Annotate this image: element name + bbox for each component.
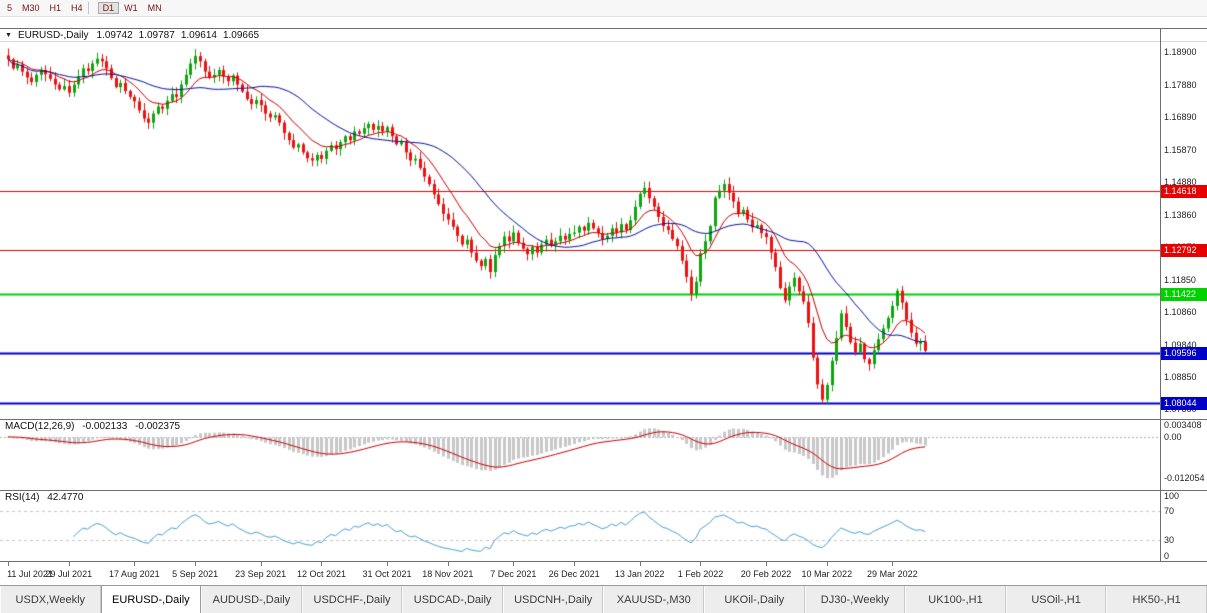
- date-label: 29 Mar 2022: [867, 569, 918, 579]
- timeframe-button-w1[interactable]: W1: [124, 3, 138, 13]
- price-axis-label: 1.10860: [1164, 307, 1197, 318]
- price-axis-label: 1.14880: [1164, 177, 1197, 188]
- price-axis-label: 1.09840: [1164, 340, 1197, 350]
- chart-tab-dj30-weekly[interactable]: DJ30-,Weekly: [804, 586, 906, 613]
- date-label: 1 Feb 2022: [677, 569, 724, 579]
- date-label: 17 Aug 2021: [109, 569, 160, 579]
- date-label: 12 Oct 2021: [296, 569, 347, 579]
- date-label: 18 Nov 2021: [422, 569, 474, 579]
- rsi-axis-label: 30: [1164, 534, 1175, 545]
- price-chart-canvas[interactable]: [0, 28, 1160, 561]
- price-level-badge: 1.14618: [1161, 184, 1207, 198]
- chart-tab-xauusd-m30[interactable]: XAUUSD-,M30: [603, 586, 705, 613]
- chart-top-border: [0, 28, 1207, 29]
- price-axis-label: 1.08850: [1164, 371, 1197, 382]
- macd-axis-label: 0.003408: [1164, 420, 1202, 431]
- date-label: 26 Dec 2021: [548, 569, 600, 579]
- date-tick: [766, 562, 767, 566]
- chart-tab-hk50-h1[interactable]: HK50-,H1: [1106, 586, 1207, 613]
- date-label: 23 Sep 2021: [235, 569, 287, 579]
- timeframe-button-d1[interactable]: D1: [97, 2, 120, 14]
- date-label: 11 Jul 2021: [7, 569, 53, 579]
- chart-tabs: USDX,Weekly EURUSD-,Daily AUDUSD-,Daily USD…: [0, 585, 1207, 613]
- macd-value-main: -0.002133: [82, 421, 128, 432]
- date-label: 29 Jul 2021: [45, 569, 93, 579]
- chart-tab-usdchf-daily[interactable]: USDCHF-,Daily: [301, 586, 403, 613]
- chart-tab-usdx-weekly[interactable]: USDX,Weekly: [0, 586, 101, 613]
- date-label: 10 Mar 2022: [801, 569, 853, 579]
- date-tick: [700, 562, 701, 566]
- rsi-value: 42.4770: [47, 492, 84, 503]
- date-label: 20 Feb 2022: [740, 569, 792, 579]
- timeframe-button-mn[interactable]: MN: [147, 3, 162, 13]
- price-level-badge: 1.12792: [1161, 243, 1207, 257]
- rsi-name: RSI(14): [5, 492, 40, 503]
- date-tick: [892, 562, 893, 566]
- price-level-badge: 1.11422: [1161, 287, 1207, 301]
- price-axis-label: 1.13860: [1164, 210, 1197, 221]
- axis-separator: [1160, 28, 1161, 561]
- date-tick: [448, 562, 449, 566]
- price-axis-label: 1.17880: [1164, 80, 1197, 91]
- chart-tab-usdcad-daily[interactable]: USDCAD-,Daily: [402, 586, 503, 613]
- macd-label: MACD(12,26,9) -0.002133 -0.002375: [5, 421, 185, 432]
- rsi-label: RSI(14) 42.4770: [5, 492, 88, 503]
- macd-panel-separator: [0, 419, 1207, 420]
- date-tick: [513, 562, 514, 566]
- chart-tab-audusd-daily[interactable]: AUDUSD-,Daily: [201, 586, 302, 613]
- price-axis[interactable]: 1.18900 1.17880 1.16890 1.15870 1.14880 1.138…: [1161, 28, 1207, 561]
- macd-axis-label: 0.00: [1164, 431, 1182, 442]
- price-level-badge: 1.09596: [1161, 346, 1207, 360]
- date-label: 7 Dec 2021: [490, 569, 537, 579]
- date-tick: [387, 562, 388, 566]
- chart-tab-usoil-h1[interactable]: USOil-,H1: [1005, 586, 1107, 613]
- price-axis-label: 1.15870: [1164, 145, 1197, 156]
- date-axis-separator: [0, 561, 1207, 562]
- chart-tab-ukoil-daily[interactable]: UKOil-,Daily: [704, 586, 805, 613]
- timeframe-button-h4[interactable]: H4: [66, 2, 89, 14]
- date-tick: [195, 562, 196, 566]
- price-axis-label: 1.11850: [1164, 275, 1196, 286]
- date-tick: [640, 562, 641, 566]
- date-tick: [134, 562, 135, 566]
- date-label: 13 Jan 2022: [614, 569, 665, 579]
- rsi-axis-label: 100: [1164, 491, 1180, 501]
- date-tick: [261, 562, 262, 566]
- chart-tab-uk100-h1[interactable]: UK100-,H1: [905, 586, 1006, 613]
- date-label: 5 Sep 2021: [172, 569, 219, 579]
- price-axis-label: 1.16890: [1164, 112, 1197, 123]
- date-tick: [69, 562, 70, 566]
- timeframe-toolbar: 5 M30 H1 H4 D1 W1 MN: [0, 0, 1207, 17]
- date-tick: [321, 562, 322, 566]
- macd-value-signal: -0.002375: [135, 421, 181, 432]
- macd-name: MACD(12,26,9): [5, 421, 75, 432]
- date-tick: [574, 562, 575, 566]
- chart-tab-eurusd-daily[interactable]: EURUSD-,Daily: [100, 586, 202, 613]
- rsi-axis-label: 0: [1164, 551, 1170, 561]
- date-axis[interactable]: 11 Jul 2021 29 Jul 2021 17 Aug 2021 5 Sep 2…: [0, 562, 1160, 585]
- price-axis-label: 1.18900: [1164, 47, 1197, 58]
- date-tick: [827, 562, 828, 566]
- date-label: 31 Oct 2021: [362, 569, 412, 579]
- timeframe-button-5[interactable]: 5: [7, 3, 13, 13]
- rsi-panel-separator: [0, 490, 1207, 491]
- chart-tab-usdcnh-daily[interactable]: USDCNH-,Daily: [502, 586, 604, 613]
- rsi-axis-label: 70: [1164, 506, 1175, 517]
- timeframe-button-h1[interactable]: H1: [49, 3, 62, 13]
- date-tick: [8, 562, 9, 566]
- macd-axis-label: -0.012054: [1164, 473, 1205, 484]
- price-level-badge: 1.08044: [1161, 397, 1207, 411]
- timeframe-button-m30[interactable]: M30: [22, 3, 40, 13]
- chart-menu-icon[interactable]: ▼: [5, 31, 12, 39]
